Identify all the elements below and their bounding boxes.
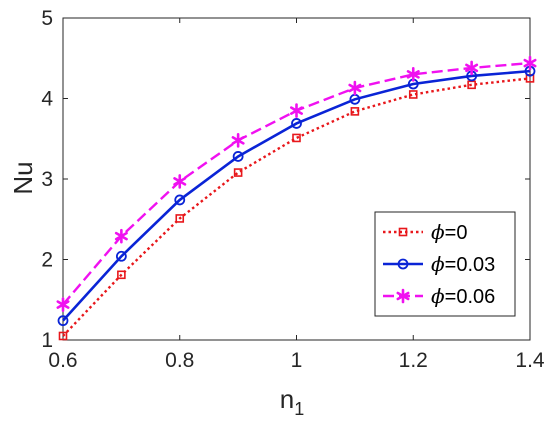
data-point [523, 55, 537, 71]
data-point [114, 228, 128, 244]
x-tick-label: 0.6 [48, 349, 77, 372]
data-point [465, 60, 479, 76]
data-point [56, 297, 70, 312]
y-tick-label: 5 [41, 7, 53, 30]
y-axis-label: Nu [8, 161, 38, 194]
data-point [350, 107, 360, 116]
data-point [233, 168, 243, 177]
legend-marker [397, 258, 409, 270]
data-point [292, 133, 301, 143]
x-axis: 0.6 0.8 1 1.2 1.4 [48, 18, 545, 372]
y-tick-label: 1 [41, 329, 53, 352]
series-line [62, 77, 531, 337]
data-point [408, 90, 418, 99]
series-1 [57, 65, 536, 327]
x-axis-label: n1 [280, 384, 304, 419]
legend-marker [396, 288, 410, 304]
data-point [117, 270, 126, 280]
data-point [231, 133, 245, 148]
data-point [348, 80, 362, 96]
series-2 [56, 55, 537, 312]
data-point [58, 331, 68, 341]
y-tick-label: 2 [41, 249, 53, 272]
data-point [57, 315, 69, 327]
data-point [115, 250, 127, 262]
y-tick-label: 3 [41, 168, 53, 191]
series-line [62, 69, 531, 322]
data-point [290, 103, 303, 118]
legend-entry-2: ϕ=0.06 [383, 284, 495, 308]
data-point [173, 174, 187, 189]
data-point [174, 194, 186, 206]
legend-label: ϕ=0 [431, 220, 467, 244]
legend-marker [398, 227, 408, 237]
x-tick-label: 0.8 [165, 349, 194, 372]
x-tick-label: 1.4 [515, 349, 545, 372]
y-axis: 1 2 3 4 5 [41, 7, 530, 352]
legend: ϕ=0 ϕ=0.03 ϕ=0.06 [374, 211, 516, 317]
x-tick-label: 1 [291, 349, 303, 372]
data-point [175, 214, 185, 223]
legend-label: ϕ=0.03 [431, 252, 495, 276]
data-point [291, 118, 302, 129]
x-tick-label: 1.2 [399, 349, 428, 372]
legend-label: ϕ=0.06 [431, 284, 495, 308]
legend-entry-0: ϕ=0 [383, 220, 467, 244]
series-layer [56, 55, 537, 341]
legend-entry-1: ϕ=0.03 [383, 252, 495, 276]
data-point [406, 67, 420, 82]
data-point [232, 151, 244, 162]
y-tick-label: 4 [41, 88, 53, 111]
